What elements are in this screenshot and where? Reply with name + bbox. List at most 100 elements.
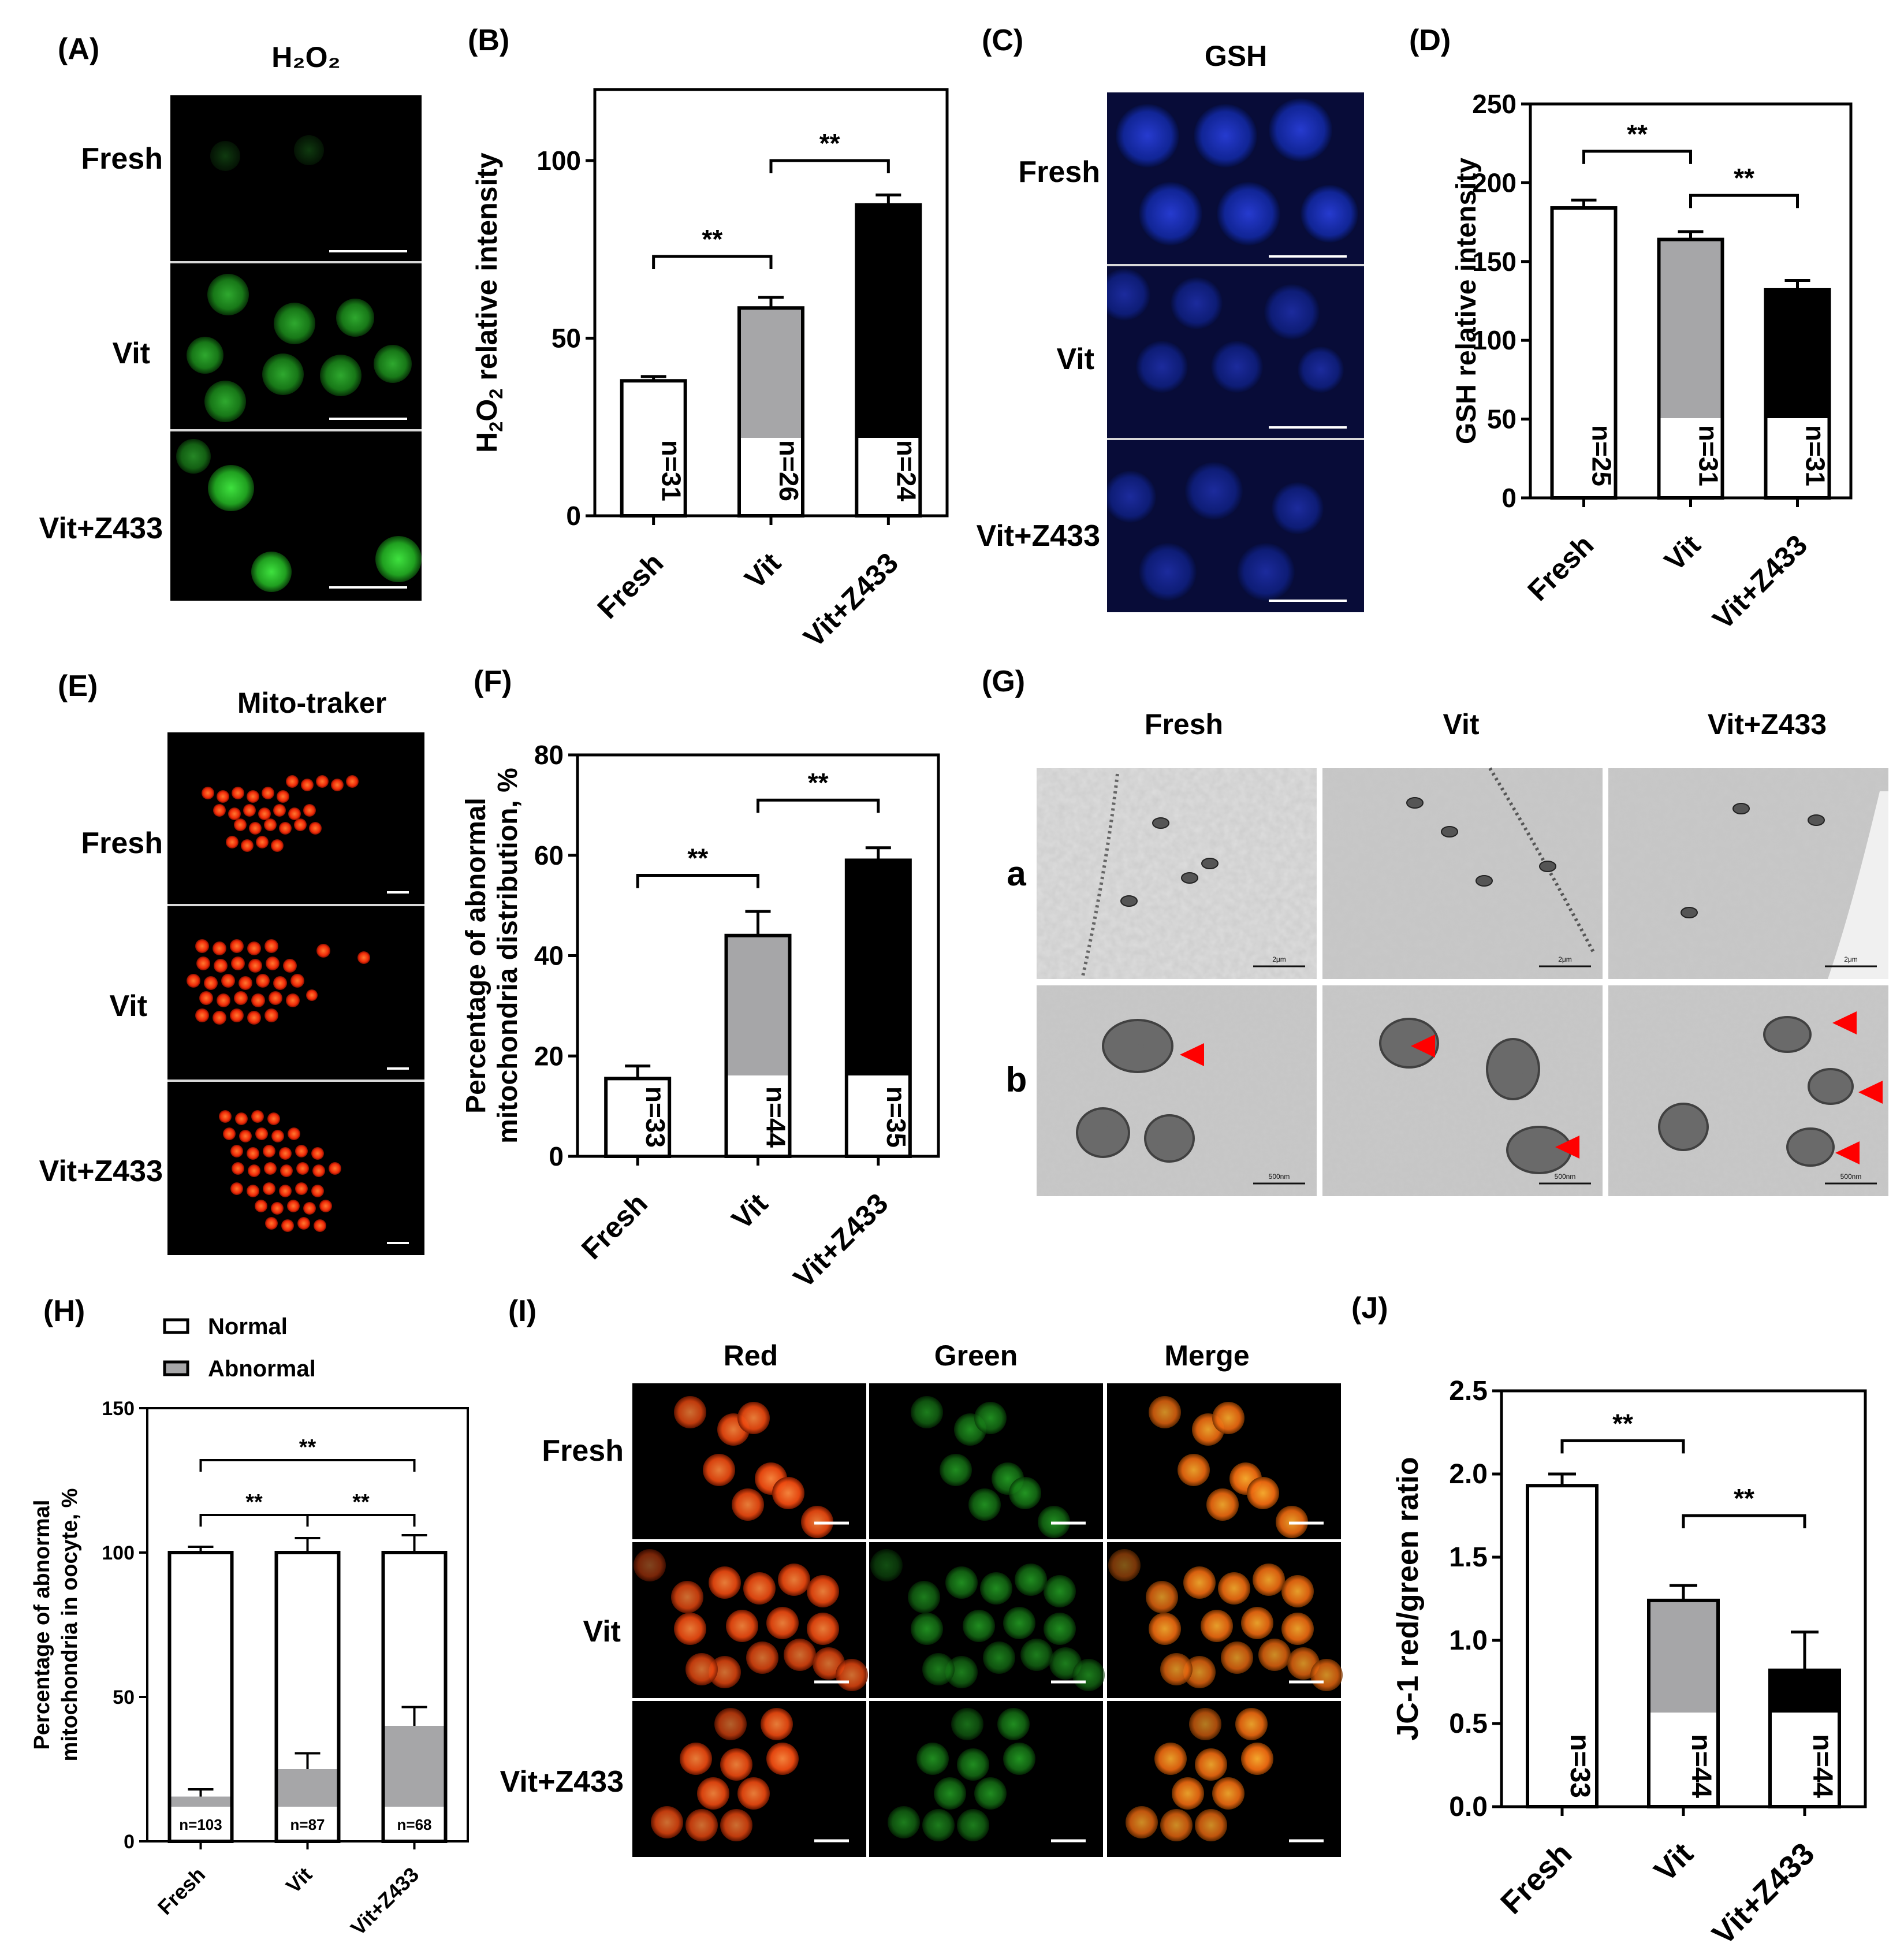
cell-edge (1828, 791, 1888, 979)
oocyte (195, 939, 209, 953)
oocyte (685, 1809, 718, 1841)
oocyte (316, 775, 329, 788)
oocyte (279, 1185, 292, 1197)
oocyte (1044, 1613, 1076, 1645)
oocyte (709, 1566, 741, 1599)
panel-a-micrograph (170, 95, 422, 601)
oocyte (314, 1219, 326, 1232)
oocyte (766, 1607, 799, 1639)
oocyte (309, 822, 322, 835)
oocyte (331, 779, 344, 791)
oocyte (737, 1402, 770, 1434)
tem-scale-label: 2μm (1272, 955, 1286, 963)
oocyte (940, 1454, 972, 1486)
oocyte (1310, 1659, 1343, 1691)
panel-g-col-fresh: Fresh (1144, 708, 1224, 740)
oocyte (1281, 1575, 1314, 1607)
panel-a-title: H₂O₂ (271, 41, 341, 73)
oocyte (287, 1200, 300, 1212)
oocyte (974, 1402, 1007, 1434)
oocyte (1003, 1743, 1035, 1775)
panel-label-a: (A) (58, 32, 100, 66)
oocyte (311, 1185, 324, 1197)
oocyte (357, 951, 370, 964)
oocyte (258, 807, 271, 820)
oocyte (226, 836, 239, 848)
panel-i-row-fresh: Fresh (542, 1434, 624, 1468)
oocyte (251, 993, 265, 1007)
oocyte (230, 1008, 244, 1022)
red-arrow-marker (1835, 1141, 1860, 1164)
oocyte (283, 959, 297, 973)
oocyte (221, 974, 235, 988)
panel-label-b: (B) (468, 24, 510, 57)
oocyte (199, 991, 213, 1005)
oocyte (671, 1581, 703, 1613)
panel-a-row-vit: Vit (112, 337, 150, 370)
panel-g-col-vit: Vit (1443, 708, 1480, 740)
panel-e-row-fresh: Fresh (81, 827, 163, 860)
tem-image-vitz-a: 2μm (1608, 768, 1888, 979)
oocyte (888, 1806, 920, 1838)
oocyte (271, 1130, 284, 1142)
jc1-image-fresh-red (632, 1383, 866, 1539)
oocyte (247, 1147, 259, 1160)
oocyte (922, 1809, 955, 1841)
panel-c-row-vit: Vit (1056, 343, 1094, 376)
oocyte (232, 1162, 244, 1175)
oocyte (1247, 1477, 1279, 1509)
panel-i-col-merge: Merge (1164, 1339, 1250, 1372)
oocyte (271, 839, 284, 852)
tem-texture (1037, 768, 1317, 979)
oocyte (243, 804, 256, 817)
oocyte (1241, 1743, 1273, 1775)
oocyte (279, 1147, 292, 1160)
jc1-image-vitz-green (869, 1701, 1103, 1857)
red-arrow-marker (1411, 1034, 1435, 1058)
jc1-image-vit-merge (1107, 1542, 1343, 1698)
oocyte (346, 775, 359, 788)
oocyte (297, 1217, 310, 1230)
oocyte (983, 1642, 1015, 1674)
oocyte (974, 1777, 1007, 1810)
oocyte (1195, 1809, 1227, 1841)
oocyte (1160, 1809, 1193, 1841)
panel-e-row-vitz: Vit+Z433 (39, 1155, 163, 1188)
oocyte (249, 822, 262, 835)
jc1-image-vitz-merge (1107, 1701, 1341, 1857)
oocyte (256, 974, 270, 988)
oocyte (651, 1806, 683, 1838)
mitochondrion (1486, 1038, 1540, 1100)
oocyte (1221, 1642, 1253, 1674)
oocyte (234, 818, 247, 831)
red-arrow-marker (1180, 1043, 1204, 1066)
oocyte (235, 1112, 248, 1125)
oocyte (202, 787, 214, 799)
mitochondrion (1681, 907, 1698, 918)
oocyte (204, 976, 218, 990)
oocyte (316, 944, 330, 958)
oocyte (280, 1164, 293, 1177)
oocyte (241, 839, 254, 852)
oocyte (680, 1743, 712, 1775)
oocyte (230, 1145, 243, 1157)
oocyte (922, 1653, 955, 1685)
oocyte (720, 1748, 752, 1781)
oocyte (288, 807, 301, 820)
oocyte (703, 1454, 735, 1486)
panel-label-h: (H) (43, 1294, 85, 1328)
panel-g-col-vitz: Vit+Z433 (1707, 708, 1827, 740)
panel-i-row-vitz: Vit+Z433 (500, 1765, 624, 1799)
tem-image-vit-a: 2μm (1322, 767, 1603, 979)
panel-label-f: (F) (474, 665, 512, 698)
oocyte (267, 1112, 280, 1125)
mitochondrion (1144, 1114, 1195, 1163)
oocyte (232, 787, 244, 799)
mitochondrion (1152, 817, 1169, 829)
mitochondrion (1406, 797, 1424, 809)
oocyte (187, 974, 200, 988)
oocyte (230, 939, 244, 953)
oocyte (264, 939, 278, 953)
mitochondrion (1201, 858, 1219, 869)
oocyte (968, 1488, 1001, 1521)
